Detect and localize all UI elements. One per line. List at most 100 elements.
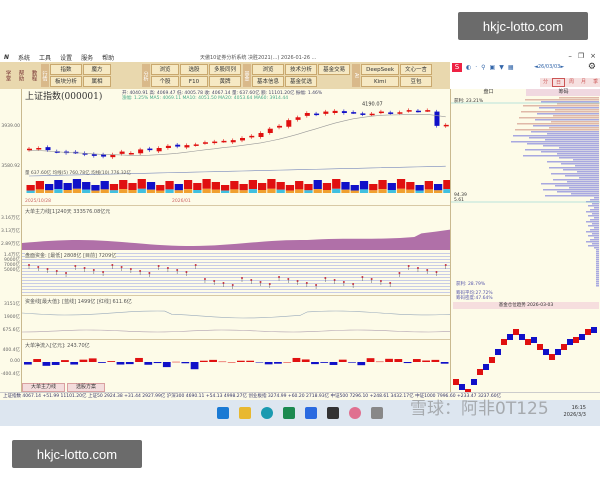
clock[interactable]: 16:15 2026/3/3 — [564, 405, 586, 419]
candlestick-chart[interactable]: 4190.07 — [22, 89, 450, 206]
menu-tools[interactable]: 工具 — [39, 54, 52, 62]
toolbar-button[interactable]: 浏览 — [252, 64, 285, 75]
chip-bar — [594, 217, 599, 219]
app-pink-icon[interactable] — [349, 407, 361, 419]
date-selector[interactable]: ◄26/03/03► — [534, 64, 565, 70]
candle — [425, 110, 431, 112]
toolbar-button[interactable]: 多股同列 — [209, 64, 242, 75]
toolbar-button[interactable]: 基本信息 — [252, 76, 285, 87]
toolbar-button[interactable]: 基金优选 — [285, 76, 318, 87]
input-method-icon[interactable]: S — [452, 63, 462, 72]
funds-dot — [250, 279, 253, 281]
ma60-line — [28, 165, 446, 177]
toolbar-button[interactable]: 板块分析 — [50, 76, 83, 87]
chip-bar — [596, 279, 599, 281]
chip-bar — [543, 145, 599, 147]
tab-pankou[interactable]: 盘口 — [451, 89, 526, 96]
chip-bar — [596, 249, 599, 251]
menu-service[interactable]: 服务 — [81, 54, 94, 62]
tab-main-force[interactable]: 大单主力线 — [22, 383, 66, 392]
chip-bar — [511, 141, 599, 143]
chip-bar — [517, 123, 599, 125]
stock-app-icon[interactable] — [371, 407, 383, 419]
volume-bar — [183, 180, 193, 190]
period-4[interactable]: 季 — [593, 79, 599, 85]
start-icon[interactable] — [217, 407, 229, 419]
funds-dot — [55, 270, 58, 272]
toolbar-button[interactable]: 文心一言 — [400, 64, 433, 75]
toolbar-buttons: 浏览 技术分析 基金交易基本信息 基金优选 — [252, 64, 351, 87]
menu-system[interactable]: 系统 — [18, 54, 31, 62]
file-explorer-icon[interactable] — [239, 407, 251, 419]
toolbar-button[interactable]: 指数 — [50, 64, 83, 75]
toolbar-button[interactable]: 技术分析 — [285, 64, 318, 75]
funds-dot — [259, 281, 262, 283]
toolbar-button[interactable]: F10 — [180, 76, 209, 87]
side-button-1[interactable]: 帮助 — [17, 70, 24, 81]
candle — [175, 144, 181, 147]
tab-chips[interactable]: 筹码 — [526, 89, 600, 96]
candle — [184, 145, 190, 148]
toolbar-button[interactable]: 选股 — [180, 64, 209, 75]
menu-settings[interactable]: 设置 — [60, 54, 73, 62]
settings-gear-icon[interactable]: ⚙ — [587, 62, 596, 72]
chip-bar — [577, 171, 599, 173]
period-2[interactable]: 周 — [569, 79, 575, 85]
cap-tick: 675.6亿 — [2, 328, 20, 333]
volume-bar-lower — [63, 190, 72, 193]
menu-help[interactable]: 帮助 — [102, 54, 115, 62]
date-label-1: 2025/10/28 — [25, 199, 51, 204]
tab-stock-scheme[interactable]: 选股方案 — [67, 383, 106, 392]
toolbar-button[interactable]: 个股 — [151, 76, 180, 87]
fund-step — [513, 329, 519, 335]
period-0[interactable]: 分 — [543, 79, 549, 85]
volume-bar — [285, 185, 295, 191]
candle — [230, 140, 236, 143]
volume-bar — [100, 181, 109, 190]
chip-bar — [596, 277, 599, 279]
side-button-0[interactable]: 学堂 — [4, 70, 11, 81]
toolbar-button[interactable]: 浏览 — [151, 64, 180, 75]
toolbar-button[interactable]: 属相 — [83, 76, 112, 87]
mf-tick: 2.89万亿 — [0, 242, 20, 247]
edge-icon[interactable] — [261, 407, 273, 419]
chip-bar — [586, 211, 599, 213]
net-inflow-bar — [181, 362, 190, 364]
net-inflow-bar — [125, 362, 134, 365]
fund-step — [501, 339, 507, 345]
chip-bar — [523, 105, 599, 107]
net-inflow-bar — [107, 361, 116, 362]
candle — [406, 110, 412, 112]
volume-bar — [258, 183, 267, 190]
volume-bar — [433, 184, 443, 191]
volume-bar-lower — [285, 190, 295, 193]
toolbar-button[interactable]: 黄牌 — [209, 76, 242, 87]
toolbar-button[interactable]: Kimi — [361, 76, 400, 87]
funds-dot — [315, 284, 318, 286]
minimize-button[interactable]: – — [568, 52, 572, 60]
candle — [91, 154, 97, 156]
toolbar-button[interactable]: 魔方 — [83, 64, 112, 75]
volume-bar-lower — [248, 189, 258, 193]
volume-bar — [396, 179, 406, 189]
toolbar-button[interactable]: DeepSeek — [361, 64, 400, 75]
candle — [240, 138, 245, 141]
candle — [212, 141, 218, 144]
ime-toolbar-icons[interactable]: ◐·⚲▣▼▦ — [466, 64, 518, 71]
app-blue-icon[interactable] — [305, 407, 317, 419]
period-3[interactable]: 月 — [581, 79, 587, 85]
toolbar-button[interactable]: 基金交易 — [318, 64, 351, 75]
chip-bar — [557, 103, 599, 105]
period-1[interactable]: 日 — [552, 78, 566, 87]
close-button[interactable]: × — [590, 52, 596, 60]
net-inflow-bar — [61, 360, 69, 362]
chip-bar — [594, 237, 599, 239]
maximize-button[interactable]: ❐ — [577, 52, 585, 60]
toolbar-button[interactable]: 豆包 — [400, 76, 433, 87]
fund-step — [567, 339, 573, 345]
side-button-2[interactable]: 教程 — [30, 70, 37, 81]
app-green-icon[interactable] — [283, 407, 295, 419]
chip-bar — [567, 181, 599, 183]
funds-dot — [157, 265, 160, 267]
app-dark-icon[interactable] — [327, 407, 339, 419]
